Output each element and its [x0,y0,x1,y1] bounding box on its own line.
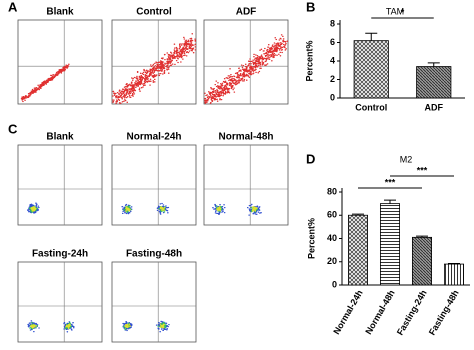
error-bar [352,213,364,216]
x-tick-label: Normal-48h [363,288,396,336]
panel-label: C [8,121,18,136]
error-bar [416,235,428,238]
y-axis-label: Percent% [304,40,314,81]
bar [411,236,432,286]
flow-title: Fasting-48h [126,249,182,260]
flow-events [30,206,37,212]
y-tick-label: 4 [330,55,335,65]
flow-title: Blank [46,7,74,18]
significance-label: *** [385,177,396,187]
error-bar [365,32,378,41]
error-bar [384,199,396,204]
y-tick-label: 8 [330,18,335,28]
y-tick-label: 0 [330,92,335,102]
y-tick-label: 40 [327,233,337,243]
flow-title: Blank [46,132,74,143]
error-bar [427,62,440,67]
panel-label: B [306,0,315,14]
x-tick-label: Fasting-24h [395,288,429,337]
flow-title: ADF [236,7,257,18]
flow-events [112,33,197,104]
x-tick-label: Normal-24h [331,288,364,336]
flow-plot [203,144,289,226]
chart-title: M2 [400,154,413,164]
bar [416,66,452,99]
panel-label: A [8,0,18,14]
y-tick-label: 2 [330,74,335,84]
x-tick-label: ADF [425,102,444,112]
flow-title: Normal-24h [126,132,181,143]
y-axis-label: Percent% [306,218,316,259]
flow-title: Control [136,7,172,18]
flow-title: Fasting-24h [32,249,88,260]
bar [379,203,400,286]
x-tick-label: Fasting-48h [427,288,461,337]
bar [443,263,464,286]
significance-label: *** [417,165,428,175]
flow-events [124,323,165,329]
significance-label: * [401,7,405,17]
y-tick-label: 0 [332,279,337,289]
chart-title: TAM [386,6,404,16]
flow-events [20,63,70,103]
y-tick-label: 20 [327,256,337,266]
y-tick-label: 6 [330,37,335,47]
flow-events [204,34,289,104]
y-tick-label: 60 [327,210,337,220]
x-tick-label: Control [355,102,387,112]
flow-title: Normal-48h [218,132,273,143]
bar [347,214,368,286]
flow-events [29,323,71,330]
flow-plot [17,19,103,105]
flow-events [125,206,166,212]
error-bar [448,262,460,265]
panel-label: D [306,151,315,166]
y-tick-label: 80 [327,186,337,196]
bar [353,40,389,99]
flow-events [216,205,258,212]
